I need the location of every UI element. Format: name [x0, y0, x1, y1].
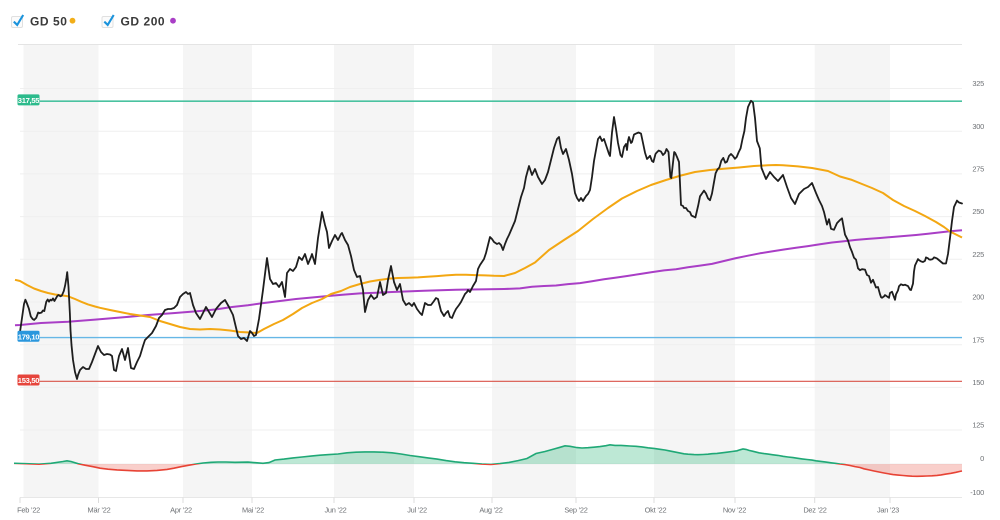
- svg-text:Sep ’22: Sep ’22: [564, 505, 587, 514]
- svg-text:GD 50: GD 50: [30, 15, 67, 29]
- svg-text:Nov ’22: Nov ’22: [723, 505, 746, 514]
- svg-text:Jan ’23: Jan ’23: [877, 505, 899, 514]
- svg-text:150: 150: [972, 378, 984, 387]
- svg-text:Okt ’22: Okt ’22: [645, 505, 667, 514]
- svg-text:GD 200: GD 200: [121, 15, 166, 29]
- svg-text:Aug ’22: Aug ’22: [479, 505, 502, 514]
- svg-text:325: 325: [972, 79, 984, 88]
- svg-text:250: 250: [972, 207, 984, 216]
- svg-text:Dez ’22: Dez ’22: [803, 505, 826, 514]
- svg-text:125: 125: [972, 421, 984, 430]
- svg-text:275: 275: [972, 165, 984, 174]
- svg-text:-100: -100: [970, 488, 984, 497]
- svg-text:175: 175: [972, 335, 984, 344]
- svg-text:Feb ’22: Feb ’22: [17, 505, 40, 514]
- svg-text:Jul ’22: Jul ’22: [407, 505, 427, 514]
- svg-text:317,55: 317,55: [18, 96, 41, 105]
- svg-text:Jun ’22: Jun ’22: [324, 505, 346, 514]
- svg-text:179,10: 179,10: [18, 332, 40, 341]
- svg-text:153,50: 153,50: [18, 376, 40, 385]
- svg-text:Mär ’22: Mär ’22: [88, 505, 111, 514]
- svg-text:300: 300: [972, 122, 984, 131]
- svg-text:225: 225: [972, 250, 984, 259]
- svg-text:Apr ’22: Apr ’22: [170, 505, 192, 514]
- svg-text:0: 0: [980, 454, 984, 463]
- svg-text:Mai ’22: Mai ’22: [242, 505, 264, 514]
- svg-text:200: 200: [972, 293, 984, 302]
